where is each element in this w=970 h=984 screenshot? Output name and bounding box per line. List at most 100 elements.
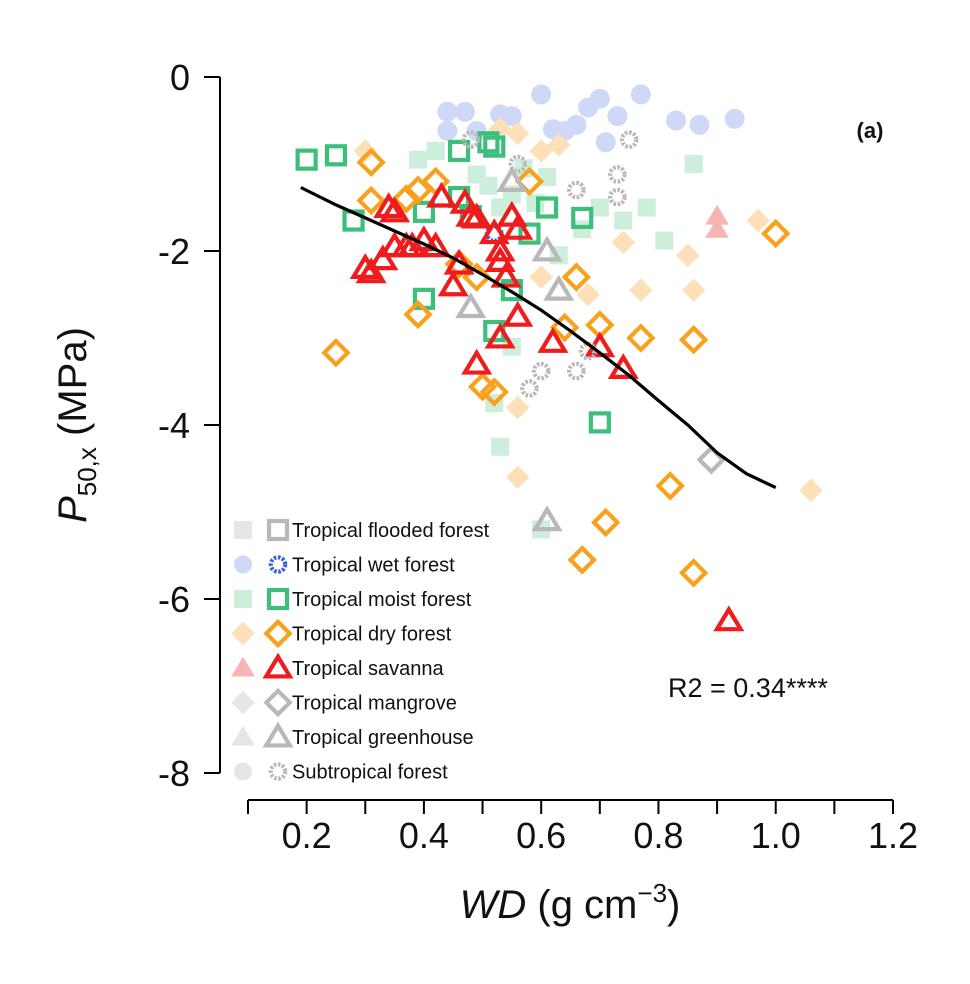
faded-point-tropical-moist-forest — [573, 220, 592, 239]
open-point-tropical-dry-forest — [678, 325, 709, 355]
x-axis-label-close: ) — [667, 883, 680, 927]
faded-point-tropical-dry-forest — [506, 465, 530, 489]
open-point-tropical-savanna — [396, 231, 428, 258]
faded-point-tropical-wet-forest — [589, 88, 610, 109]
open-point-tropical-dry-forest — [549, 312, 580, 343]
y-axis-label: P50,x (MPa) — [51, 327, 102, 523]
open-point-tropical-dry-forest — [591, 507, 621, 538]
faded-point-tropical-moist-forest — [637, 198, 656, 217]
faded-point-tropical-savanna — [705, 204, 729, 225]
open-point-tropical-dry-forest — [403, 299, 433, 330]
faded-point-tropical-wet-forest — [454, 101, 475, 122]
open-point-tropical-savanna — [478, 218, 510, 245]
legend-label-tropical-wet-forest: Tropical wet forest — [292, 555, 455, 577]
faded-point-tropical-dry-forest — [676, 243, 700, 268]
open-point-tropical-savanna — [461, 202, 493, 229]
faded-point-tropical-wet-forest — [437, 120, 458, 141]
y-tick-label: -4 — [158, 405, 190, 446]
legend-faded-marker-subtropical-forest — [234, 762, 252, 781]
y-tick-label: 0 — [170, 57, 190, 98]
open-point-tropical-savanna — [537, 327, 569, 353]
legend-label-tropical-mangrove: Tropical mangrove — [292, 693, 457, 715]
faded-point-tropical-wet-forest — [531, 84, 552, 105]
legend-label-tropical-greenhouse: Tropical greenhouse — [292, 727, 474, 749]
open-point-tropical-greenhouse — [531, 505, 563, 532]
open-point-tropical-savanna — [502, 300, 534, 327]
open-point-tropical-moist-forest — [324, 144, 348, 167]
open-point-tropical-moist-forest — [500, 279, 523, 302]
open-point-tropical-savanna — [408, 225, 440, 252]
open-point-tropical-greenhouse — [455, 292, 487, 319]
faded-point-tropical-wet-forest — [724, 108, 745, 129]
open-point-subtropical-forest — [520, 379, 539, 398]
y-axis-label-subscript: 50,x — [72, 447, 102, 496]
open-point-tropical-dry-forest — [321, 338, 351, 368]
open-point-tropical-moist-forest — [483, 135, 506, 158]
open-point-tropical-greenhouse — [496, 166, 528, 192]
faded-point-tropical-wet-forest — [466, 120, 487, 141]
legend-label-tropical-flooded-forest: Tropical flooded forest — [292, 520, 490, 542]
open-point-tropical-moist-forest — [412, 200, 436, 223]
faded-point-tropical-dry-forest — [353, 139, 377, 163]
open-point-tropical-moist-forest — [518, 222, 541, 245]
faded-point-tropical-wet-forest — [607, 106, 628, 127]
faded-point-tropical-moist-forest — [684, 155, 703, 173]
legend-faded-marker-tropical-savanna — [231, 656, 255, 677]
faded-point-tropical-moist-forest — [614, 211, 633, 230]
open-point-tropical-mangrove — [696, 445, 726, 475]
faded-point-tropical-moist-forest — [409, 150, 428, 169]
open-point-tropical-savanna — [379, 196, 411, 223]
open-point-tropical-savanna — [437, 270, 469, 297]
faded-point-tropical-dry-forest — [611, 230, 635, 254]
faded-point-tropical-dry-forest — [506, 395, 530, 420]
faded-point-tropical-savanna — [705, 218, 729, 238]
open-point-subtropical-forest — [461, 130, 481, 149]
faded-point-tropical-moist-forest — [491, 437, 510, 456]
legend-label-tropical-dry-forest: Tropical dry forest — [292, 624, 452, 646]
faded-point-tropical-dry-forest — [529, 265, 553, 289]
faded-point-tropical-wet-forest — [595, 132, 616, 153]
faded-point-tropical-moist-forest — [426, 141, 445, 160]
faded-point-tropical-dry-forest — [506, 121, 530, 146]
open-point-subtropical-forest — [508, 154, 528, 174]
open-point-tropical-savanna — [461, 348, 493, 375]
legend-faded-marker-tropical-mangrove — [231, 690, 255, 715]
x-tick-label: 0.8 — [633, 815, 683, 856]
faded-point-tropical-dry-forest — [576, 282, 600, 307]
legend-open-marker-subtropical-forest — [268, 762, 288, 781]
legend-faded-marker-tropical-wet-forest — [234, 555, 252, 574]
open-point-tropical-dry-forest — [567, 545, 597, 575]
faded-point-tropical-wet-forest — [437, 101, 458, 122]
legend-faded-marker-tropical-greenhouse — [231, 725, 255, 746]
open-point-tropical-dry-forest — [356, 147, 386, 177]
x-tick-label: 1.0 — [751, 815, 801, 856]
faded-point-tropical-wet-forest — [666, 110, 687, 131]
open-point-tropical-moist-forest — [447, 139, 471, 163]
faded-point-tropical-dry-forest — [547, 133, 571, 157]
open-point-tropical-savanna — [484, 235, 516, 262]
open-point-tropical-dry-forest — [391, 184, 421, 214]
legend-open-marker-tropical-mangrove — [263, 687, 293, 718]
open-point-tropical-moist-forest — [571, 206, 594, 230]
open-point-tropical-savanna — [484, 246, 516, 272]
open-point-tropical-dry-forest — [655, 471, 685, 501]
open-point-tropical-dry-forest — [761, 218, 791, 249]
x-tick-label: 1.2 — [868, 815, 918, 856]
open-point-tropical-dry-forest — [479, 377, 509, 407]
legend-label-tropical-savanna: Tropical savanna — [292, 658, 444, 680]
open-point-tropical-savanna — [713, 605, 745, 632]
faded-point-tropical-wet-forest — [566, 114, 587, 135]
x-axis-label-exponent: −3 — [637, 878, 667, 908]
open-point-tropical-dry-forest — [444, 249, 474, 279]
r2-annotation: R2 = 0.34**** — [668, 673, 828, 703]
open-point-tropical-savanna — [490, 261, 522, 288]
legend-open-marker-tropical-wet-forest — [268, 555, 288, 574]
faded-point-tropical-dry-forest — [529, 139, 553, 163]
open-point-subtropical-forest — [619, 130, 639, 149]
open-point-tropical-moist-forest — [588, 411, 611, 434]
open-point-tropical-dry-forest — [561, 262, 592, 292]
open-point-tropical-greenhouse — [531, 235, 563, 262]
legend-faded-marker-tropical-flooded-forest — [234, 521, 252, 539]
open-point-tropical-savanna — [502, 213, 534, 240]
y-tick-label: -6 — [158, 579, 190, 620]
